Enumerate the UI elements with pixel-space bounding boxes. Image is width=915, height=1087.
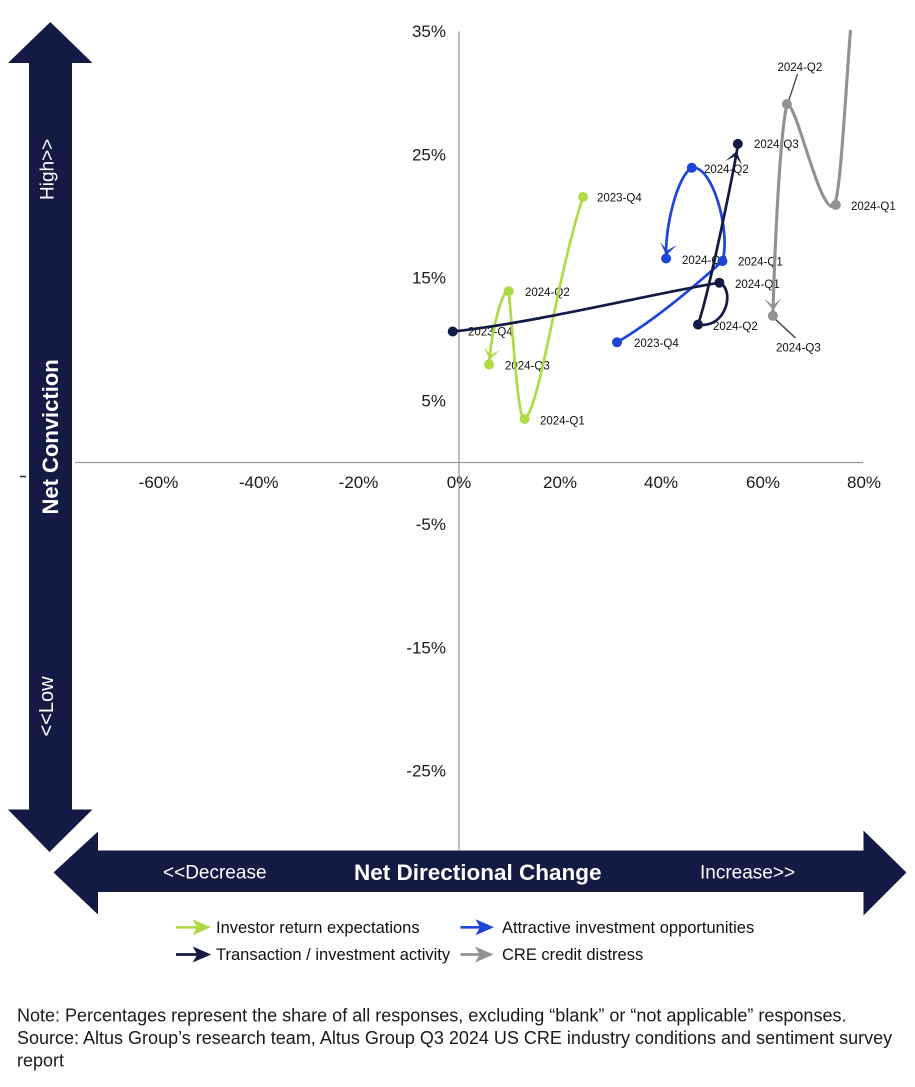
svg-text:Investor return expectations: Investor return expectations: [216, 919, 420, 937]
svg-text:Attractive investment opportun: Attractive investment opportunities: [502, 919, 754, 937]
svg-text:2024-Q2: 2024-Q2: [525, 287, 570, 299]
svg-text:2023-Q4: 2023-Q4: [634, 338, 679, 350]
svg-text:Net Conviction: Net Conviction: [38, 359, 63, 514]
svg-text:2024-Q2: 2024-Q2: [713, 321, 758, 333]
svg-text:2024-Q3: 2024-Q3: [776, 343, 821, 355]
svg-text:2024-Q1: 2024-Q1: [735, 279, 780, 291]
svg-text:CRE credit distress: CRE credit distress: [502, 946, 643, 964]
svg-text:2024-Q2: 2024-Q2: [704, 164, 749, 176]
svg-text:2024-Q2: 2024-Q2: [778, 62, 823, 74]
svg-text:<<Low: <<Low: [36, 676, 58, 737]
svg-text:-25%: -25%: [406, 762, 446, 781]
svg-text:Increase>>: Increase>>: [700, 863, 795, 884]
svg-text:Note: Percentages represent th: Note: Percentages represent the share of…: [17, 1006, 846, 1026]
svg-text:2023-Q4: 2023-Q4: [597, 193, 642, 205]
svg-text:2024-Q1: 2024-Q1: [540, 416, 585, 428]
svg-text:20%: 20%: [543, 473, 577, 492]
svg-text:35%: 35%: [412, 22, 446, 41]
svg-text:2024-Q3: 2024-Q3: [754, 139, 799, 151]
svg-text:<<Decrease: <<Decrease: [163, 863, 267, 884]
svg-text:40%: 40%: [644, 473, 678, 492]
svg-text:report: report: [17, 1051, 64, 1071]
svg-text:-60%: -60%: [139, 473, 179, 492]
svg-text:Transaction / investment activ: Transaction / investment activity: [216, 946, 451, 964]
svg-text:2024-Q1: 2024-Q1: [738, 257, 783, 269]
svg-text:25%: 25%: [412, 145, 446, 164]
svg-text:-15%: -15%: [406, 638, 446, 657]
svg-text:5%: 5%: [421, 392, 446, 411]
svg-text:Source: Altus Group’s research: Source: Altus Group’s research team, Alt…: [17, 1028, 892, 1048]
svg-text:15%: 15%: [412, 268, 446, 287]
svg-text:High>>: High>>: [38, 139, 59, 200]
svg-text:2024-Q1: 2024-Q1: [851, 201, 896, 213]
svg-text:-20%: -20%: [339, 473, 379, 492]
svg-text:-40%: -40%: [239, 473, 279, 492]
svg-text:60%: 60%: [746, 473, 780, 492]
svg-text:-5%: -5%: [416, 515, 446, 534]
svg-text:80%: 80%: [847, 473, 881, 492]
svg-text:Net Directional Change: Net Directional Change: [354, 860, 602, 885]
svg-text:0%: 0%: [447, 473, 472, 492]
